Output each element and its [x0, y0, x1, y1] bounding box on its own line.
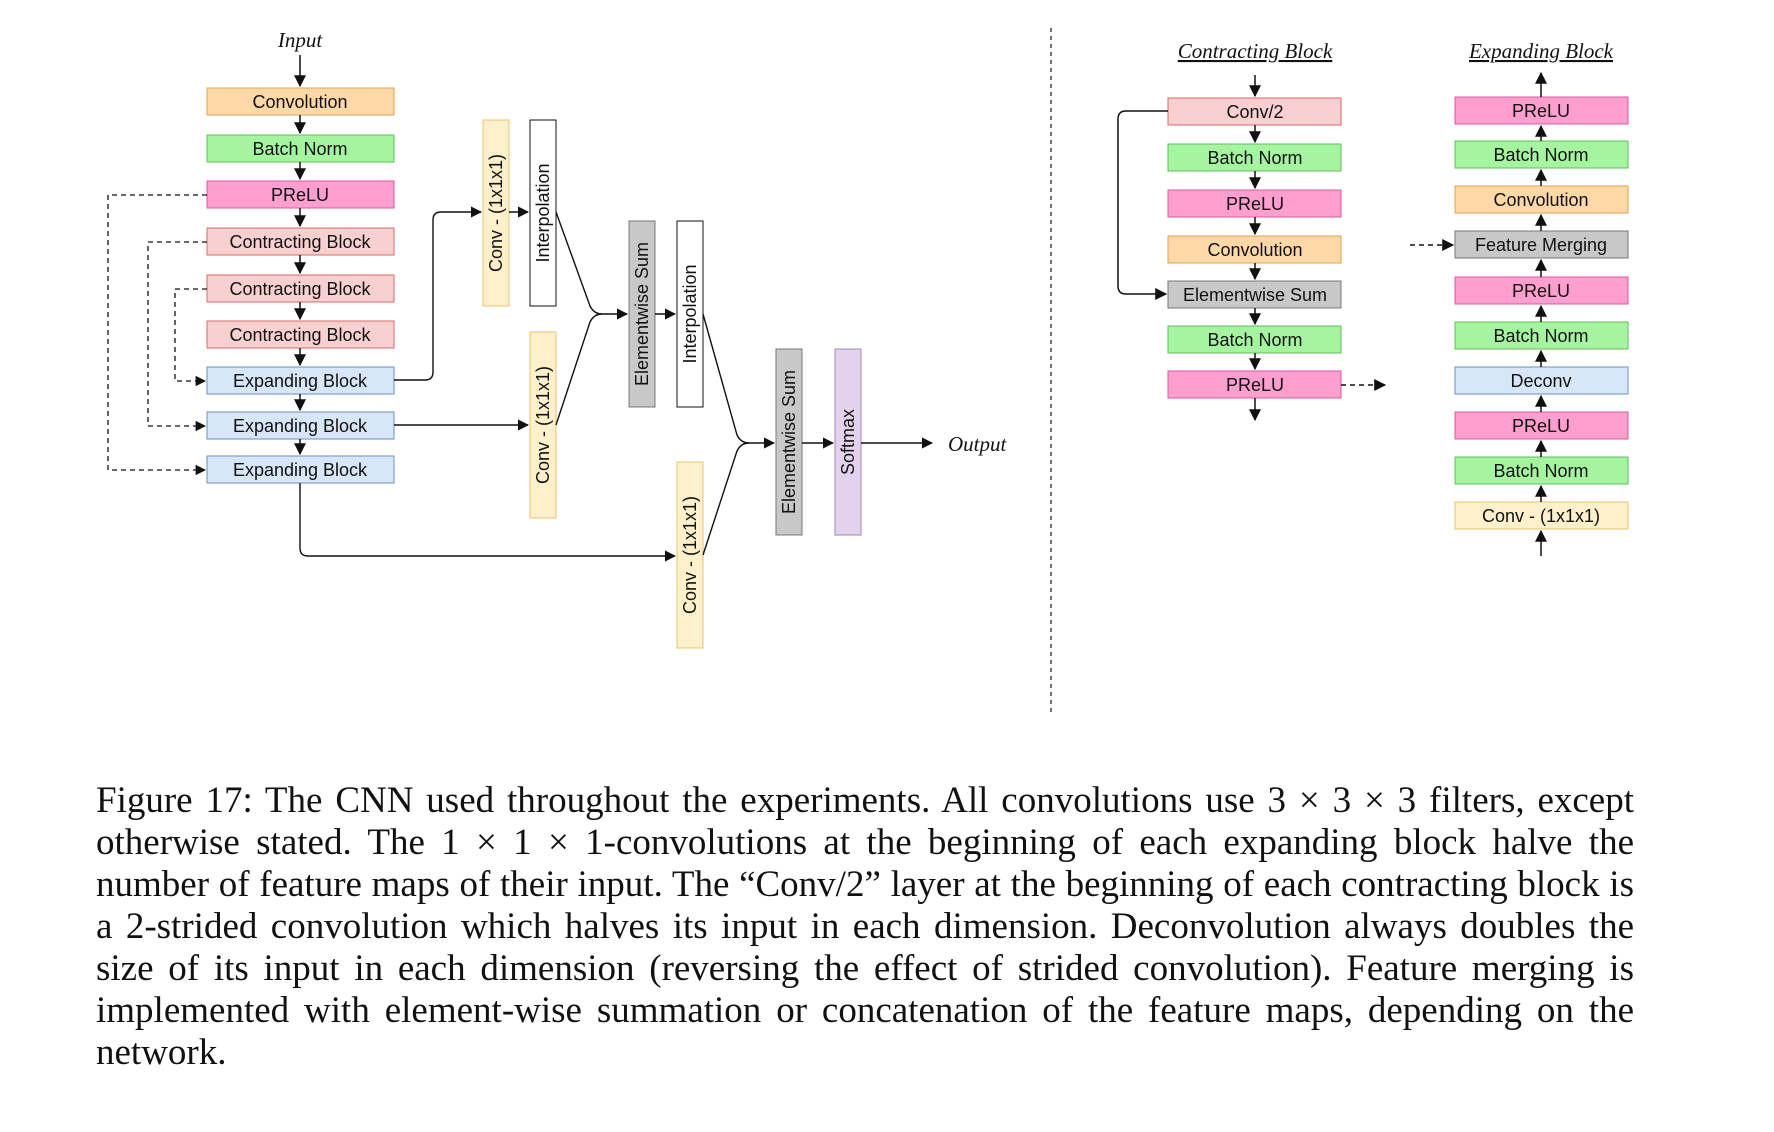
svg-text:Conv - (1x1x1): Conv - (1x1x1): [486, 154, 506, 272]
main-convolution-node: Convolution: [206, 87, 395, 116]
expanding-convolution: Convolution: [1454, 185, 1629, 214]
contracting-batch-norm-2: Batch Norm: [1167, 325, 1342, 354]
skip-connections: [107, 194, 207, 476]
svg-text:PReLU: PReLU: [1226, 375, 1284, 395]
expanding-deconv: Deconv: [1454, 366, 1629, 395]
main-expanding-block-1: Expanding Block: [206, 366, 395, 395]
contracting-conv2-node: Conv/2: [1167, 97, 1342, 126]
svg-text:Convolution: Convolution: [1207, 240, 1302, 260]
expanding-batch-norm-top: Batch Norm: [1454, 140, 1629, 169]
svg-text:Interpolation: Interpolation: [533, 163, 553, 262]
svg-text:PReLU: PReLU: [271, 185, 329, 205]
svg-text:Conv - (1x1x1): Conv - (1x1x1): [1482, 506, 1600, 526]
svg-text:PReLU: PReLU: [1512, 281, 1570, 301]
expanding-block-detail: Expanding Block PReLU Batch Norm Convolu…: [1410, 39, 1629, 556]
main-connectors: [299, 206, 934, 562]
figure-caption: Figure 17: The CNN used throughout the e…: [96, 780, 1634, 1073]
output-label: Output: [948, 432, 1008, 456]
svg-text:Contracting Block: Contracting Block: [229, 232, 371, 252]
input-label: Input: [277, 28, 323, 52]
main-batch-norm-node: Batch Norm: [206, 134, 395, 163]
contracting-title: Contracting Block: [1178, 39, 1333, 63]
svg-text:PReLU: PReLU: [1512, 416, 1570, 436]
svg-text:Batch Norm: Batch Norm: [252, 139, 347, 159]
svg-text:Convolution: Convolution: [252, 92, 347, 112]
svg-text:Batch Norm: Batch Norm: [1493, 461, 1588, 481]
contracting-elementwise-sum: Elementwise Sum: [1167, 280, 1342, 309]
contracting-arrows: [1117, 75, 1387, 422]
contracting-prelu-1: PReLU: [1167, 189, 1342, 218]
contracting-batch-norm-1: Batch Norm: [1167, 143, 1342, 172]
svg-text:Softmax: Softmax: [838, 409, 858, 475]
contracting-block-detail: Contracting Block Conv/2 Batch Norm PReL…: [1117, 39, 1387, 422]
main-contracting-block-2: Contracting Block: [206, 274, 395, 303]
svg-text:PReLU: PReLU: [1512, 101, 1570, 121]
svg-text:Elementwise Sum: Elementwise Sum: [1183, 285, 1327, 305]
main-contracting-block-1: Contracting Block: [206, 227, 395, 256]
main-prelu-node: PReLU: [206, 180, 395, 209]
svg-text:Expanding Block: Expanding Block: [233, 416, 368, 436]
svg-text:Batch Norm: Batch Norm: [1493, 326, 1588, 346]
svg-text:Deconv: Deconv: [1510, 371, 1571, 391]
expanding-prelu-2: PReLU: [1454, 276, 1629, 305]
expanding-prelu-3: PReLU: [1454, 411, 1629, 440]
main-expanding-block-2: Expanding Block: [206, 411, 395, 440]
interpolation-2: Interpolation: [676, 220, 704, 408]
expanding-batch-norm-3: Batch Norm: [1454, 456, 1629, 485]
expanding-batch-norm-2: Batch Norm: [1454, 321, 1629, 350]
svg-text:Contracting Block: Contracting Block: [229, 279, 371, 299]
svg-text:Expanding Block: Expanding Block: [233, 371, 368, 391]
svg-text:Expanding Block: Expanding Block: [233, 460, 368, 480]
svg-text:Elementwise Sum: Elementwise Sum: [779, 370, 799, 514]
svg-text:Batch Norm: Batch Norm: [1207, 330, 1302, 350]
expanding-conv-1x1x1: Conv - (1x1x1): [1454, 501, 1629, 530]
svg-text:Batch Norm: Batch Norm: [1207, 148, 1302, 168]
interpolation-top: Interpolation: [529, 119, 557, 307]
expanding-feature-merging: Feature Merging: [1454, 230, 1629, 259]
svg-text:PReLU: PReLU: [1226, 194, 1284, 214]
svg-text:Conv - (1x1x1): Conv - (1x1x1): [533, 366, 553, 484]
main-network: Input Output Convolution Batch Norm PReL…: [107, 28, 1008, 649]
elementwise-sum-2: Elementwise Sum: [775, 348, 803, 536]
expanding-arrows: [1410, 71, 1547, 556]
main-expanding-block-3: Expanding Block: [206, 455, 395, 484]
contracting-convolution: Convolution: [1167, 235, 1342, 264]
main-contracting-block-3: Contracting Block: [206, 320, 395, 349]
svg-text:Batch Norm: Batch Norm: [1493, 145, 1588, 165]
svg-text:Elementwise Sum: Elementwise Sum: [632, 242, 652, 386]
conv-1x1x1-top: Conv - (1x1x1): [482, 119, 510, 307]
expanding-title: Expanding Block: [1468, 39, 1614, 63]
conv-1x1x1-bottom: Conv - (1x1x1): [676, 461, 704, 649]
conv-1x1x1-mid: Conv - (1x1x1): [529, 331, 557, 519]
contracting-prelu-2: PReLU: [1167, 370, 1342, 399]
elementwise-sum-1: Elementwise Sum: [628, 220, 656, 408]
svg-text:Contracting Block: Contracting Block: [229, 325, 371, 345]
expanding-prelu-top: PReLU: [1454, 96, 1629, 125]
svg-text:Conv/2: Conv/2: [1226, 102, 1283, 122]
svg-text:Conv - (1x1x1): Conv - (1x1x1): [680, 496, 700, 614]
softmax-block: Softmax: [834, 348, 862, 536]
svg-text:Convolution: Convolution: [1493, 190, 1588, 210]
main-stack: Convolution Batch Norm PReLU Contracting…: [206, 87, 395, 484]
svg-text:Feature Merging: Feature Merging: [1475, 235, 1607, 255]
svg-text:Interpolation: Interpolation: [680, 264, 700, 363]
